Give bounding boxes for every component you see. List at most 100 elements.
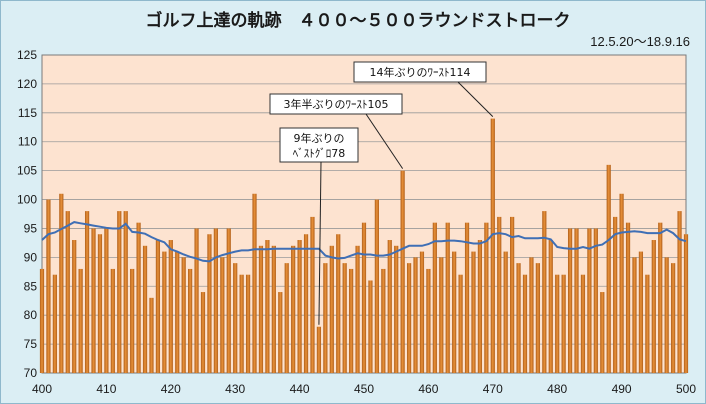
y-tick-label: 110 — [18, 135, 37, 149]
bar — [284, 263, 289, 373]
bar — [349, 268, 354, 373]
bar — [432, 222, 437, 373]
y-tick-label: 105 — [17, 164, 37, 178]
bar — [497, 216, 502, 373]
bar — [458, 274, 463, 373]
annotation-leader — [457, 81, 494, 117]
bar — [522, 274, 528, 373]
bar — [39, 268, 45, 373]
bar — [426, 268, 431, 373]
bar — [484, 222, 489, 373]
bar — [542, 211, 547, 373]
bar — [555, 274, 560, 373]
annotation-box — [279, 127, 359, 163]
bar — [130, 268, 135, 373]
bar — [664, 257, 669, 373]
bar — [233, 263, 238, 373]
bar — [59, 193, 64, 373]
bar — [84, 211, 90, 373]
bar — [593, 228, 598, 373]
bar — [52, 274, 57, 373]
x-tick-label: 400 — [32, 382, 52, 396]
bar — [110, 268, 115, 373]
bar — [117, 211, 122, 373]
bar — [510, 216, 515, 373]
bar — [548, 240, 553, 373]
y-tick-label: 100 — [17, 193, 37, 207]
bar — [477, 240, 483, 373]
chart-subtitle: 12.5.20～18.9.16 — [590, 34, 690, 49]
bar — [490, 118, 495, 373]
bar — [220, 257, 225, 373]
bar — [567, 228, 573, 373]
annotation-label-line1: 9年ぶりの — [294, 131, 345, 145]
annotation-best-78: 9年ぶりの ﾍﾞｽﾄｸﾞﾛ78 — [279, 127, 359, 325]
bar — [336, 234, 341, 373]
y-tick-label: 70 — [24, 366, 38, 380]
bar — [194, 228, 199, 373]
bar — [181, 257, 186, 373]
bar — [162, 251, 167, 373]
bar — [65, 211, 70, 373]
x-tick-label: 430 — [225, 382, 245, 396]
bar — [632, 257, 637, 373]
annotation-label-line2: ﾍﾞｽﾄｸﾞﾛ78 — [293, 147, 346, 160]
bar — [503, 251, 508, 373]
bar — [78, 268, 83, 373]
y-axis: 70 75 80 85 90 95 100 105 110 115 120 125 — [17, 48, 37, 380]
bar — [136, 222, 141, 373]
bar — [535, 263, 540, 373]
x-tick-label: 440 — [290, 382, 310, 396]
bar — [123, 211, 128, 373]
bar — [516, 263, 521, 373]
bar — [587, 228, 592, 373]
annotation-worst-105: 3年半ぶりのﾜｰｽﾄ105 — [269, 93, 404, 169]
bar — [91, 228, 96, 373]
bar — [342, 263, 347, 373]
bar — [329, 245, 334, 373]
bar — [258, 245, 264, 373]
bar — [580, 274, 586, 373]
bar — [413, 257, 418, 373]
bar — [600, 292, 605, 373]
x-axis: 400 410 420 430 440 450 460 470 480 490 500 — [32, 382, 696, 396]
annotation-box — [269, 93, 403, 115]
bar — [645, 274, 650, 373]
bar — [316, 326, 322, 373]
moving-average-line — [41, 221, 687, 263]
bar — [638, 251, 644, 373]
annotation-leader — [318, 161, 322, 325]
bar — [72, 240, 77, 373]
bar — [561, 274, 566, 373]
bar — [226, 228, 231, 373]
bar — [529, 257, 534, 373]
bar — [200, 292, 206, 373]
bar — [381, 268, 386, 373]
y-tick-label: 120 — [17, 77, 37, 91]
bar — [574, 228, 579, 373]
y-tick-label: 90 — [24, 250, 38, 264]
y-tick-label: 95 — [24, 221, 38, 235]
bar — [683, 234, 689, 373]
bar — [387, 240, 392, 373]
bar — [394, 245, 399, 373]
x-tick-label: 450 — [354, 382, 374, 396]
bar — [445, 222, 450, 373]
bar — [464, 222, 470, 373]
bar — [355, 245, 360, 373]
bar — [368, 280, 373, 373]
bar — [439, 257, 444, 373]
x-tick-label: 460 — [418, 382, 438, 396]
y-tick-label: 75 — [24, 337, 38, 351]
y-tick-label: 125 — [17, 48, 37, 62]
bar — [239, 274, 244, 373]
x-tick-label: 480 — [547, 382, 567, 396]
bar — [252, 193, 257, 373]
bar — [213, 228, 218, 373]
x-tick-label: 470 — [483, 382, 503, 396]
bar — [619, 193, 624, 373]
bar — [406, 263, 412, 373]
bar — [291, 245, 296, 373]
bar — [400, 170, 405, 373]
y-tick-label: 85 — [24, 279, 38, 293]
